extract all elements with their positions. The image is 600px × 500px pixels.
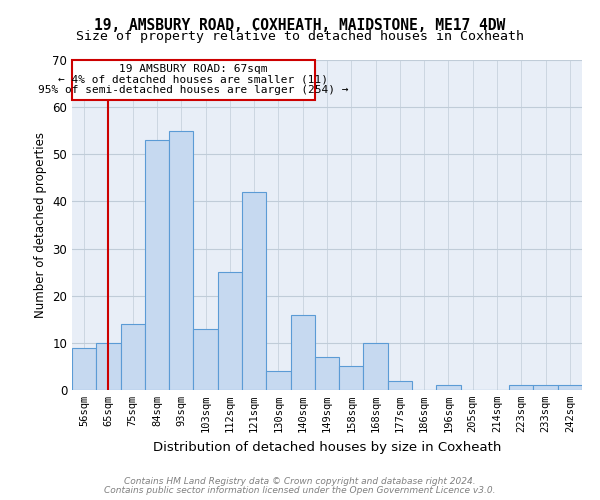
- Bar: [558, 386, 582, 390]
- Bar: [193, 328, 218, 390]
- Text: Contains public sector information licensed under the Open Government Licence v3: Contains public sector information licen…: [104, 486, 496, 495]
- Bar: [218, 272, 242, 390]
- Bar: [533, 386, 558, 390]
- Y-axis label: Number of detached properties: Number of detached properties: [34, 132, 47, 318]
- Bar: [121, 324, 145, 390]
- Bar: [72, 348, 96, 390]
- Bar: [436, 386, 461, 390]
- Text: Size of property relative to detached houses in Coxheath: Size of property relative to detached ho…: [76, 30, 524, 43]
- Text: Contains HM Land Registry data © Crown copyright and database right 2024.: Contains HM Land Registry data © Crown c…: [124, 477, 476, 486]
- Bar: [339, 366, 364, 390]
- Bar: [509, 386, 533, 390]
- Text: 95% of semi-detached houses are larger (254) →: 95% of semi-detached houses are larger (…: [38, 84, 349, 94]
- Bar: [242, 192, 266, 390]
- X-axis label: Distribution of detached houses by size in Coxheath: Distribution of detached houses by size …: [153, 440, 501, 454]
- Bar: [266, 371, 290, 390]
- Bar: [145, 140, 169, 390]
- Bar: [96, 343, 121, 390]
- Text: 19, AMSBURY ROAD, COXHEATH, MAIDSTONE, ME17 4DW: 19, AMSBURY ROAD, COXHEATH, MAIDSTONE, M…: [94, 18, 506, 32]
- Text: 19 AMSBURY ROAD: 67sqm: 19 AMSBURY ROAD: 67sqm: [119, 64, 268, 74]
- Bar: [388, 380, 412, 390]
- Bar: [315, 357, 339, 390]
- Text: ← 4% of detached houses are smaller (11): ← 4% of detached houses are smaller (11): [58, 74, 328, 84]
- Bar: [169, 130, 193, 390]
- Bar: [290, 314, 315, 390]
- Bar: [364, 343, 388, 390]
- FancyBboxPatch shape: [72, 60, 315, 100]
